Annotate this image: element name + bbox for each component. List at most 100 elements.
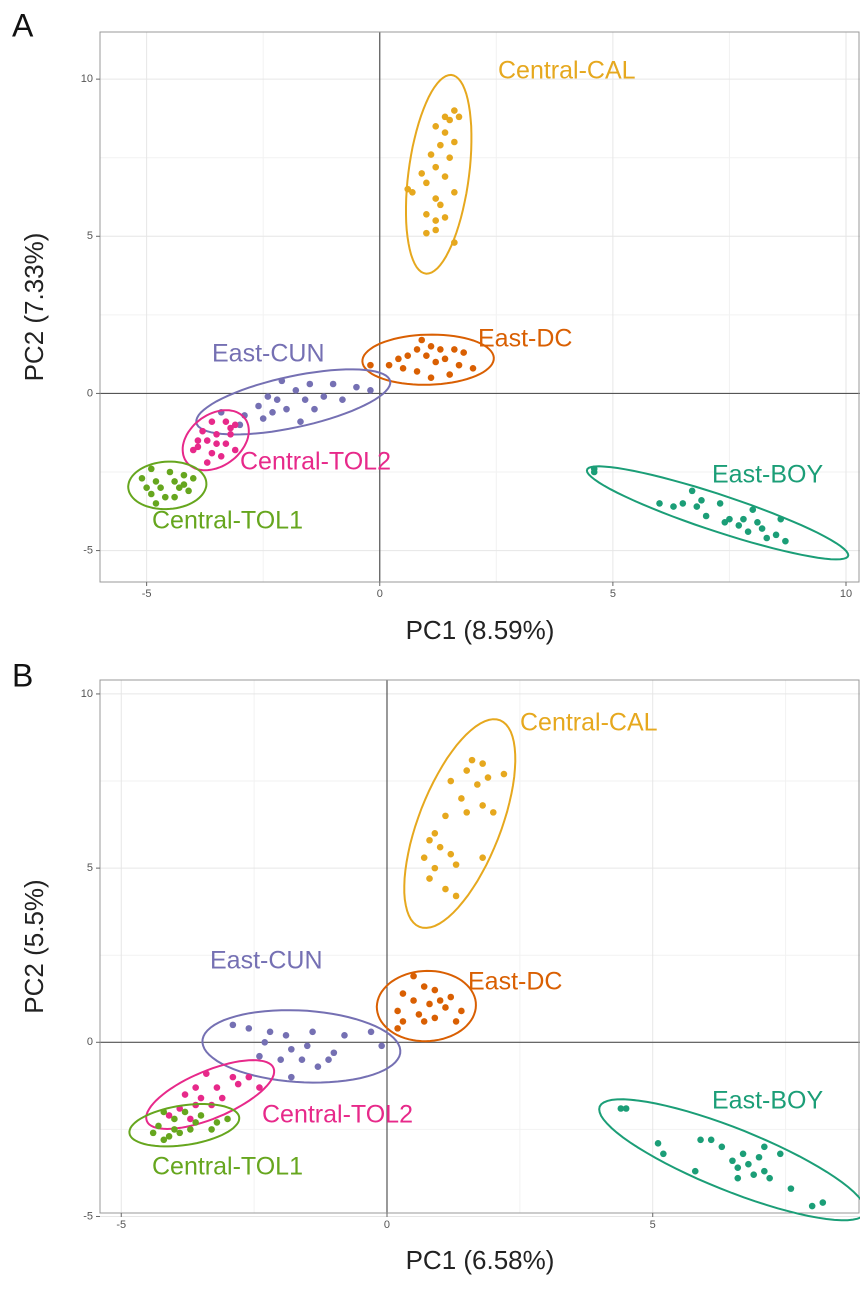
point (413, 368, 421, 375)
point (500, 770, 508, 778)
point (229, 1021, 237, 1029)
point (314, 1063, 322, 1070)
point (325, 1056, 332, 1064)
group-label: Central-CAL (498, 57, 636, 85)
point (442, 1004, 449, 1011)
point (256, 1052, 263, 1060)
point (721, 518, 729, 526)
point (213, 440, 220, 448)
x-tick-label: 10 (840, 588, 852, 600)
point (203, 437, 211, 444)
point (423, 210, 430, 218)
group-label: Central-TOL1 (152, 507, 303, 535)
point (451, 188, 458, 196)
y-tick-label: -5 (83, 1210, 93, 1222)
point (138, 474, 146, 482)
panel-border (99, 679, 860, 1214)
panel-border (99, 31, 860, 583)
point (479, 802, 486, 809)
point (452, 1018, 460, 1025)
point (441, 214, 449, 221)
point (166, 468, 174, 476)
point (197, 1112, 205, 1119)
point (320, 393, 328, 400)
point (432, 163, 440, 171)
point (147, 465, 155, 473)
point (222, 418, 230, 426)
point (213, 1084, 221, 1091)
point (739, 1150, 747, 1158)
point (458, 1007, 465, 1015)
point (245, 1073, 253, 1081)
point (171, 478, 178, 485)
point (702, 512, 710, 520)
point (418, 170, 426, 177)
point (697, 1136, 704, 1144)
point (427, 151, 435, 158)
confidence-ellipse (127, 460, 208, 511)
point (306, 380, 314, 388)
point (761, 1143, 768, 1151)
point (171, 1126, 178, 1133)
point (734, 1164, 742, 1172)
point (143, 484, 150, 492)
point (436, 997, 444, 1004)
point (479, 760, 486, 767)
point (441, 113, 449, 121)
point (432, 195, 440, 202)
point (181, 1091, 189, 1098)
confidence-ellipse (375, 969, 477, 1043)
point (367, 1028, 375, 1036)
point (420, 854, 428, 861)
point (437, 346, 444, 353)
point (269, 408, 276, 416)
point (277, 1056, 284, 1064)
x-axis-title: PC1 (6.58%) (406, 1245, 555, 1275)
point (447, 850, 455, 858)
point (426, 875, 433, 882)
point (423, 179, 430, 187)
point (441, 355, 449, 363)
point (787, 1185, 795, 1192)
point (469, 364, 477, 372)
point (735, 522, 743, 529)
point (451, 346, 458, 353)
x-tick-label: 0 (384, 1219, 390, 1231)
point (213, 430, 220, 438)
point (303, 1042, 311, 1050)
confidence-ellipse (405, 73, 473, 275)
point (707, 1136, 715, 1144)
point (395, 355, 402, 363)
group-label: East-DC (468, 968, 562, 996)
x-axis-title: PC1 (8.59%) (406, 615, 555, 645)
point (418, 336, 426, 344)
group-label: East-BOY (712, 461, 823, 489)
point (437, 141, 444, 149)
point (755, 1153, 763, 1161)
point (432, 226, 440, 234)
point (409, 188, 416, 196)
point (341, 1032, 348, 1039)
point (460, 349, 467, 356)
point (189, 446, 197, 454)
point (718, 1143, 726, 1151)
point (451, 107, 458, 114)
point (458, 795, 465, 802)
point (297, 418, 304, 426)
point (175, 484, 183, 492)
point (152, 478, 160, 485)
group-label: East-BOY (712, 1087, 823, 1115)
point (431, 864, 439, 872)
point (160, 1136, 168, 1144)
point (427, 374, 435, 382)
group-label: East-CUN (210, 947, 323, 975)
point (231, 446, 239, 454)
point (420, 1018, 428, 1025)
point (716, 500, 724, 507)
point (698, 496, 705, 504)
point (750, 1171, 758, 1178)
point (761, 1167, 768, 1175)
point (208, 1126, 215, 1133)
point (432, 122, 440, 130)
point (217, 452, 225, 460)
